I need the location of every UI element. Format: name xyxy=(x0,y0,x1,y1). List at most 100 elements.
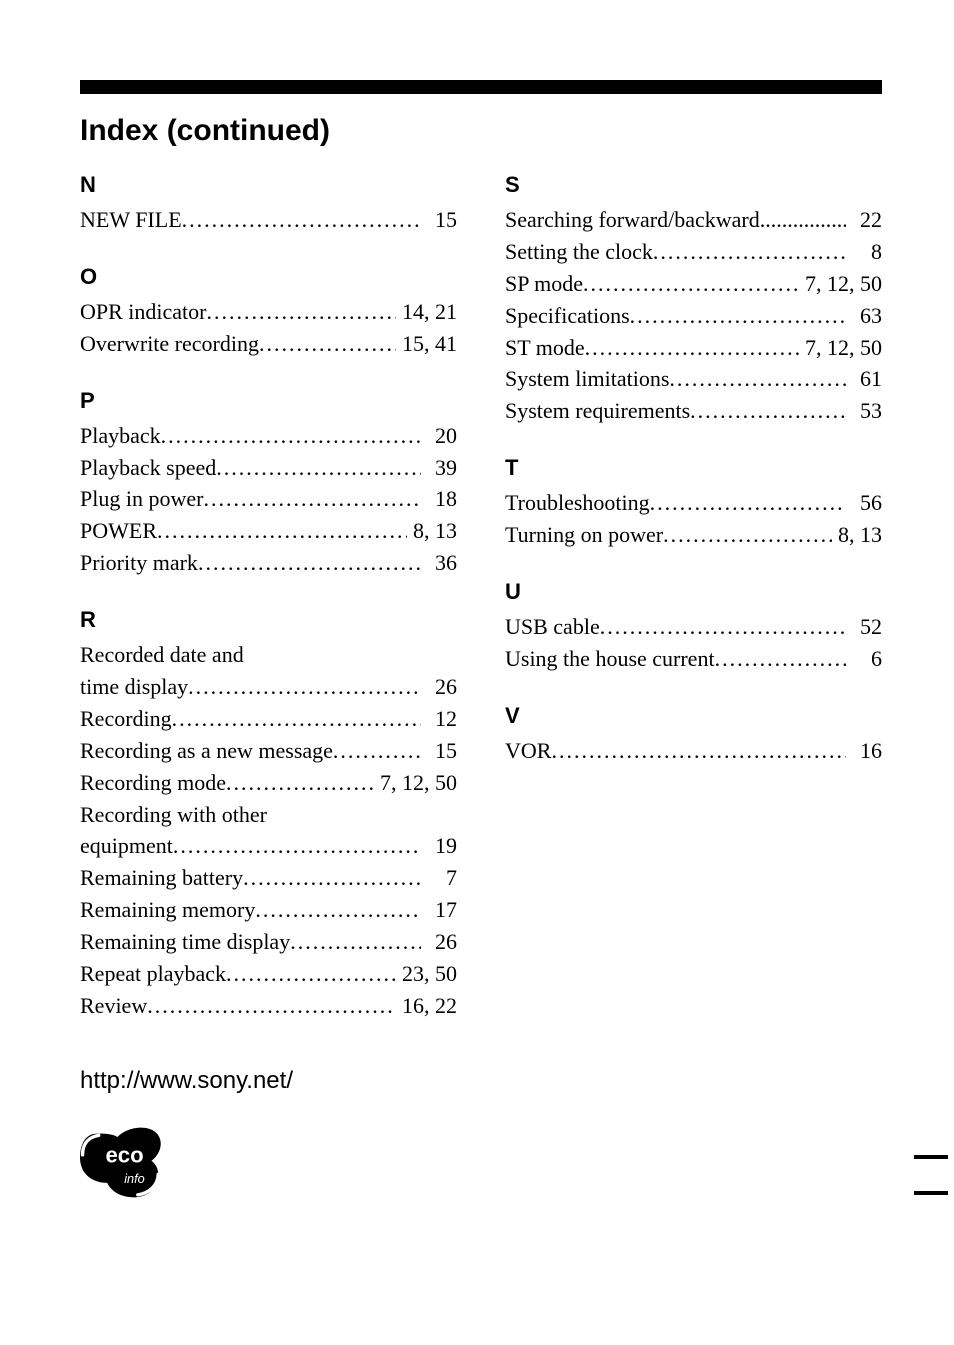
leader-dots xyxy=(157,515,407,547)
index-section: N NEW FILE 15 xyxy=(80,172,457,236)
index-entry-label: System limitations xyxy=(505,363,669,395)
index-section: PPlayback 20Playback speed 39Plug in pow… xyxy=(80,388,457,579)
index-entry-pages: 26 xyxy=(421,926,457,958)
index-entry: Recording 12 xyxy=(80,703,457,735)
index-entry: Recording as a new message 15 xyxy=(80,735,457,767)
leader-dots xyxy=(650,487,846,519)
leader-dots xyxy=(243,862,421,894)
index-section: VVOR 16 xyxy=(505,703,882,767)
index-entry-pages: 7, 12, 50 xyxy=(799,268,882,300)
index-entry: Repeat playback 23, 50 xyxy=(80,958,457,990)
leader-dots xyxy=(161,420,421,452)
leader-dots xyxy=(715,643,846,675)
leader-dots xyxy=(690,395,846,427)
index-entry-label: USB cable xyxy=(505,611,600,643)
index-entry-pages: 26 xyxy=(421,671,457,703)
index-entry: Priority mark 36 xyxy=(80,547,457,579)
leader-dots xyxy=(226,767,374,799)
leader-dots xyxy=(172,703,421,735)
leader-dots xyxy=(600,611,846,643)
index-entry-pages: 12 xyxy=(421,703,457,735)
index-entry: Remaining battery 7 xyxy=(80,862,457,894)
page: Index (continued) NNEW FILE 15OOPR indic… xyxy=(0,0,954,1345)
index-entry: SP mode 7, 12, 50 xyxy=(505,268,882,300)
index-entry: Turning on power 8, 13 xyxy=(505,519,882,551)
index-entry-label: Remaining battery xyxy=(80,862,243,894)
index-entry-label: System requirements xyxy=(505,395,690,427)
index-entry: Specifications 63 xyxy=(505,300,882,332)
index-entry-pages: 14, 21 xyxy=(396,296,457,328)
index-entry-label: Specifications xyxy=(505,300,630,332)
index-entry: time display 26 xyxy=(80,671,457,703)
index-entry-label: Remaining memory xyxy=(80,894,255,926)
index-entry-pages: 39 xyxy=(421,452,457,484)
leader-dots xyxy=(173,830,421,862)
index-entry: POWER 8, 13 xyxy=(80,515,457,547)
index-entry-pages: 16, 22 xyxy=(396,990,457,1022)
index-entry-continuation: Recording with other xyxy=(80,799,457,831)
index-entry-pages: 7, 12, 50 xyxy=(799,332,882,364)
index-entry: System limitations 61 xyxy=(505,363,882,395)
section-letter: O xyxy=(80,264,457,290)
index-entry: NEW FILE 15 xyxy=(80,204,457,236)
index-entry-label: Using the house current xyxy=(505,643,715,675)
index-entry-label: Plug in power xyxy=(80,483,203,515)
index-entry: Troubleshooting 56 xyxy=(505,487,882,519)
index-entry-pages: 8, 13 xyxy=(832,519,882,551)
leader-dots xyxy=(255,894,421,926)
index-section: OOPR indicator 14, 21Overwrite recording… xyxy=(80,264,457,360)
index-entry-pages: 19 xyxy=(421,830,457,862)
index-entry-pages: 23, 50 xyxy=(396,958,457,990)
index-entry-pages: 15, 41 xyxy=(396,328,457,360)
index-entry: equipment 19 xyxy=(80,830,457,862)
index-entry-pages: 8 xyxy=(846,236,882,268)
index-entry: ST mode 7, 12, 50 xyxy=(505,332,882,364)
leader-dots xyxy=(760,204,846,236)
leader-dots xyxy=(226,958,396,990)
index-entry-label: NEW FILE xyxy=(80,204,182,236)
index-entry-label: equipment xyxy=(80,830,173,862)
leader-dots xyxy=(653,236,846,268)
leader-dots xyxy=(551,735,846,767)
section-letter: T xyxy=(505,455,882,481)
index-entry-label: Troubleshooting xyxy=(505,487,650,519)
index-entry-label: Setting the clock xyxy=(505,236,653,268)
index-entry: Playback speed 39 xyxy=(80,452,457,484)
index-section: UUSB cable 52Using the house current 6 xyxy=(505,579,882,675)
eco-info-text: info xyxy=(124,1171,145,1186)
index-entry-label: time display xyxy=(80,671,188,703)
index-columns: NNEW FILE 15OOPR indicator 14, 21Overwri… xyxy=(80,172,882,1050)
index-entry-pages: 56 xyxy=(846,487,882,519)
index-entry: Remaining time display 26 xyxy=(80,926,457,958)
index-entry: VOR 16 xyxy=(505,735,882,767)
crop-marks xyxy=(908,1155,948,1195)
index-entry-continuation: Recorded date and xyxy=(80,639,457,671)
index-section: RRecorded date andtime display 26Recordi… xyxy=(80,607,457,1022)
index-entry-label: POWER xyxy=(80,515,157,547)
leader-dots xyxy=(663,519,832,551)
leader-dots xyxy=(585,332,799,364)
index-entry-pages: 36 xyxy=(421,547,457,579)
section-letter: R xyxy=(80,607,457,633)
index-entry-pages: 17 xyxy=(421,894,457,926)
leader-dots xyxy=(182,204,421,236)
leader-dots xyxy=(583,268,799,300)
section-letter: N xyxy=(80,172,457,198)
index-entry-pages: 15 xyxy=(421,204,457,236)
index-entry: Review 16, 22 xyxy=(80,990,457,1022)
index-column-left: NNEW FILE 15OOPR indicator 14, 21Overwri… xyxy=(80,172,457,1050)
index-entry-pages: 52 xyxy=(846,611,882,643)
index-entry: Searching forward/backward 22 xyxy=(505,204,882,236)
leader-dots xyxy=(198,547,421,579)
index-section: T Troubleshooting 56Turning on power 8, 1… xyxy=(505,455,882,551)
index-entry-label: Repeat playback xyxy=(80,958,226,990)
leader-dots xyxy=(290,926,421,958)
index-entry: OPR indicator 14, 21 xyxy=(80,296,457,328)
index-entry-pages: 7 xyxy=(421,862,457,894)
section-letter: S xyxy=(505,172,882,198)
leader-dots xyxy=(630,300,846,332)
index-entry: Recording mode 7, 12, 50 xyxy=(80,767,457,799)
index-entry-pages: 22 xyxy=(846,204,882,236)
index-entry-pages: 53 xyxy=(846,395,882,427)
index-entry-label: Priority mark xyxy=(80,547,198,579)
